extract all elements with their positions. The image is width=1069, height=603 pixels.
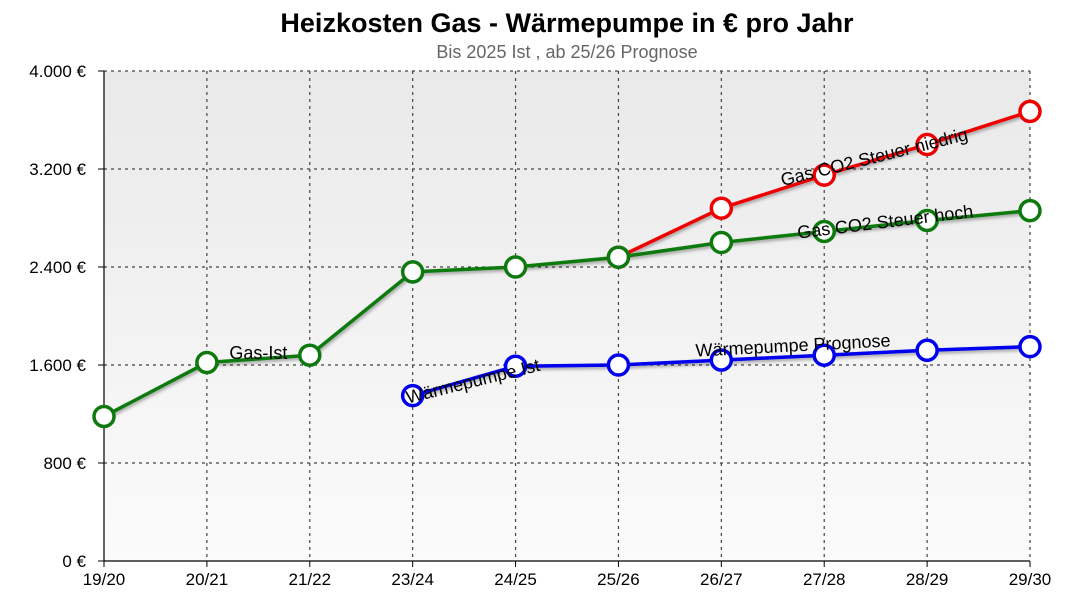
data-point [709, 230, 734, 255]
data-point [812, 343, 836, 367]
data-point [92, 404, 116, 429]
data-point [709, 196, 734, 220]
y-tick-label: 800 € [43, 454, 86, 473]
data-point [1018, 334, 1042, 359]
x-tick-label: 23/24 [391, 570, 434, 589]
series-line [103, 208, 1031, 419]
chart-subtitle: Bis 2025 Ist , ab 25/26 Prognose [436, 42, 698, 62]
series-layer [92, 99, 1042, 429]
y-tick-label: 3.200 € [29, 160, 86, 179]
plot-background [104, 71, 1030, 561]
y-tick-label: 0 € [62, 552, 86, 571]
x-tick-label: 25/26 [597, 570, 640, 589]
data-point [915, 338, 939, 363]
y-tick-label: 1.600 € [29, 356, 86, 375]
data-point [606, 353, 631, 377]
data-point [503, 255, 528, 279]
x-tick-label: 21/22 [289, 570, 332, 589]
data-point [709, 348, 734, 372]
axes: 0 € 800 € 1.600 € 2.400 € 3.200 € 4.000 € 19/2… [29, 62, 1051, 589]
data-point [915, 132, 939, 157]
x-tick-label: 20/21 [186, 570, 229, 589]
data-point [812, 219, 836, 244]
data-point [915, 208, 939, 233]
data-point [1018, 99, 1042, 124]
series-annotation: Gas-Ist [229, 343, 287, 363]
x-tick-label: 19/20 [83, 570, 126, 589]
data-point [1018, 198, 1042, 223]
x-tick-label: 28/29 [906, 570, 949, 589]
data-point [503, 354, 528, 378]
data-point [298, 343, 322, 367]
x-tick-label: 26/27 [700, 570, 743, 589]
data-point [400, 260, 425, 284]
data-point [195, 350, 219, 375]
y-tick-label: 2.400 € [29, 258, 86, 277]
grid [104, 70, 1031, 561]
x-tick-label: 27/28 [803, 570, 846, 589]
data-point [606, 245, 631, 269]
y-tick-label: 4.000 € [29, 62, 86, 81]
x-tick-label: 29/30 [1009, 570, 1052, 589]
data-point [812, 163, 836, 187]
data-point [400, 383, 425, 408]
x-tick-label: 24/25 [494, 570, 537, 589]
chart-title: Heizkosten Gas - Wärmepumpe in € pro Jah… [280, 8, 854, 38]
